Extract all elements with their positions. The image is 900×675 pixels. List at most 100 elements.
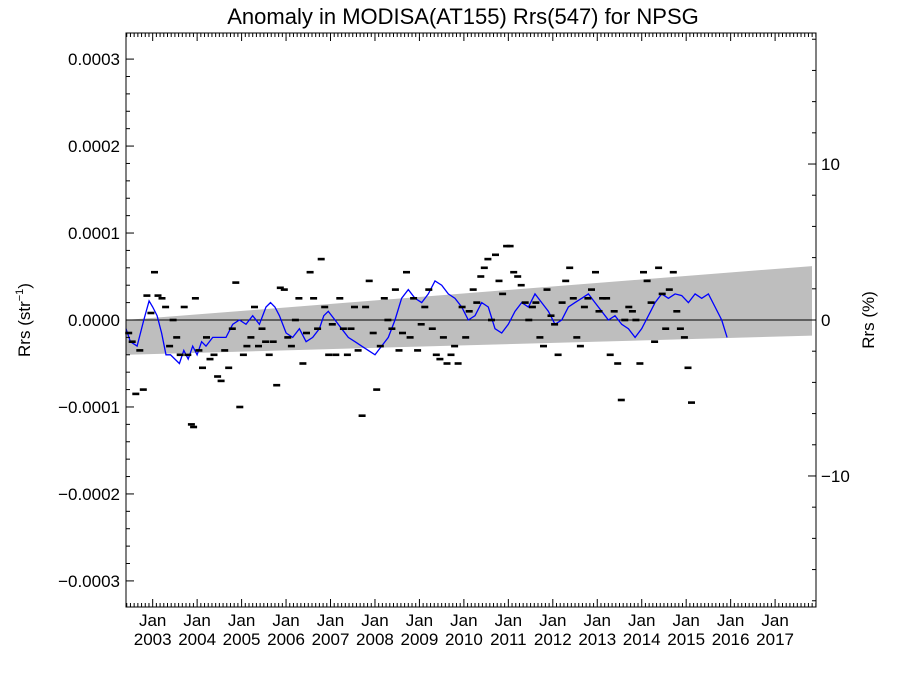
data-point-marker bbox=[280, 288, 288, 291]
data-point-marker bbox=[684, 366, 692, 370]
x-tick-label-year: 2014 bbox=[623, 630, 661, 649]
y-axis-right-label: Rrs (%) bbox=[859, 291, 878, 349]
data-point-marker bbox=[651, 340, 659, 343]
x-tick-label-month: Jan bbox=[361, 611, 388, 630]
data-point-marker bbox=[158, 297, 166, 300]
data-point-marker bbox=[295, 297, 303, 300]
data-point-marker bbox=[184, 353, 192, 357]
smoothed-line-series bbox=[125, 279, 728, 365]
data-point-marker bbox=[599, 297, 607, 300]
data-point-marker bbox=[247, 336, 255, 339]
data-point-marker bbox=[532, 301, 540, 304]
data-point-marker bbox=[554, 353, 562, 357]
data-point-marker bbox=[580, 305, 588, 309]
data-point-marker bbox=[303, 331, 310, 335]
data-point-marker bbox=[640, 270, 647, 274]
data-point-marker bbox=[317, 257, 325, 261]
data-point-marker bbox=[239, 353, 247, 357]
data-point-marker bbox=[176, 353, 184, 357]
x-tick-label-year: 2005 bbox=[223, 630, 261, 649]
data-point-marker bbox=[173, 336, 181, 339]
smoothed-anomaly-line bbox=[125, 279, 728, 365]
data-point-marker bbox=[647, 301, 655, 304]
data-point-marker bbox=[187, 423, 195, 426]
data-point-marker bbox=[447, 353, 455, 357]
data-point-marker bbox=[373, 388, 381, 391]
data-point-marker bbox=[673, 310, 681, 313]
data-point-marker bbox=[236, 405, 244, 409]
data-point-marker bbox=[573, 336, 581, 339]
data-point-marker bbox=[269, 340, 277, 343]
data-point-marker bbox=[410, 297, 418, 300]
x-tick-label-month: Jan bbox=[628, 611, 655, 630]
x-tick-label-month: Jan bbox=[317, 611, 344, 630]
data-point-marker bbox=[492, 253, 499, 257]
x-tick-label-month: Jan bbox=[406, 611, 433, 630]
data-point-marker bbox=[310, 297, 318, 300]
data-point-marker bbox=[228, 327, 236, 330]
y-left-tick-label: 0.0001 bbox=[68, 224, 120, 243]
data-point-marker bbox=[592, 270, 599, 274]
data-point-marker bbox=[217, 379, 225, 383]
data-point-marker bbox=[325, 353, 333, 357]
data-point-marker bbox=[362, 305, 370, 309]
data-point-marker bbox=[273, 383, 281, 387]
x-tick-label-month: Jan bbox=[539, 611, 566, 630]
x-tick-label-month: Jan bbox=[228, 611, 255, 630]
data-point-marker bbox=[125, 331, 133, 335]
data-point-marker bbox=[643, 279, 651, 283]
data-point-marker bbox=[521, 301, 529, 304]
data-point-marker bbox=[399, 331, 406, 335]
data-point-marker bbox=[136, 349, 144, 352]
data-point-marker bbox=[199, 366, 206, 370]
x-tick-label-year: 2009 bbox=[401, 630, 439, 649]
data-point-marker bbox=[214, 375, 222, 378]
data-point-marker bbox=[284, 336, 292, 339]
data-point-marker bbox=[132, 392, 140, 396]
chart-title: Anomaly in MODISA(AT155) Rrs(547) for NP… bbox=[227, 4, 699, 29]
data-point-marker bbox=[143, 294, 151, 297]
x-tick-label-month: Jan bbox=[717, 611, 744, 630]
data-point-marker bbox=[232, 281, 240, 284]
x-tick-label-year: 2013 bbox=[578, 630, 616, 649]
data-point-marker bbox=[569, 297, 577, 300]
data-point-marker bbox=[506, 244, 514, 248]
data-point-marker bbox=[588, 288, 595, 291]
data-point-marker bbox=[628, 310, 636, 313]
data-point-marker bbox=[454, 362, 462, 365]
data-point-marker bbox=[428, 327, 436, 330]
data-point-marker bbox=[343, 353, 351, 357]
data-point-marker bbox=[147, 311, 155, 315]
x-tick-label-month: Jan bbox=[584, 611, 611, 630]
data-point-marker bbox=[206, 357, 214, 361]
data-point-marker bbox=[488, 318, 495, 322]
x-tick-label-month: Jan bbox=[139, 611, 166, 630]
y-axis-left-label: Rrs (str−1) bbox=[14, 283, 34, 357]
data-point-marker bbox=[251, 305, 258, 309]
data-point-marker bbox=[276, 286, 284, 290]
data-point-marker bbox=[336, 297, 344, 300]
data-point-marker bbox=[195, 349, 203, 352]
x-tick-label-year: 2017 bbox=[756, 630, 794, 649]
y-right-tick-label: 10 bbox=[821, 155, 840, 174]
data-point-marker bbox=[566, 266, 574, 270]
axis-ticks bbox=[126, 33, 817, 607]
data-point-marker bbox=[380, 297, 388, 300]
y-left-tick-label: 0.0000 bbox=[68, 311, 120, 330]
data-point-marker bbox=[443, 362, 451, 365]
data-point-marker bbox=[658, 292, 666, 296]
data-point-marker bbox=[203, 336, 210, 339]
data-point-marker bbox=[680, 336, 688, 339]
data-point-marker bbox=[499, 292, 507, 296]
data-point-marker bbox=[540, 344, 547, 348]
x-tick-label-year: 2004 bbox=[178, 630, 216, 649]
data-point-marker bbox=[669, 270, 677, 274]
x-tick-label-month: Jan bbox=[183, 611, 210, 630]
data-point-marker bbox=[328, 323, 336, 326]
x-tick-label-year: 2008 bbox=[356, 630, 394, 649]
data-point-marker bbox=[614, 362, 622, 365]
x-tick-label-year: 2016 bbox=[712, 630, 750, 649]
x-tick-label-month: Jan bbox=[672, 611, 699, 630]
data-point-marker bbox=[665, 288, 673, 291]
data-point-marker bbox=[347, 327, 355, 330]
